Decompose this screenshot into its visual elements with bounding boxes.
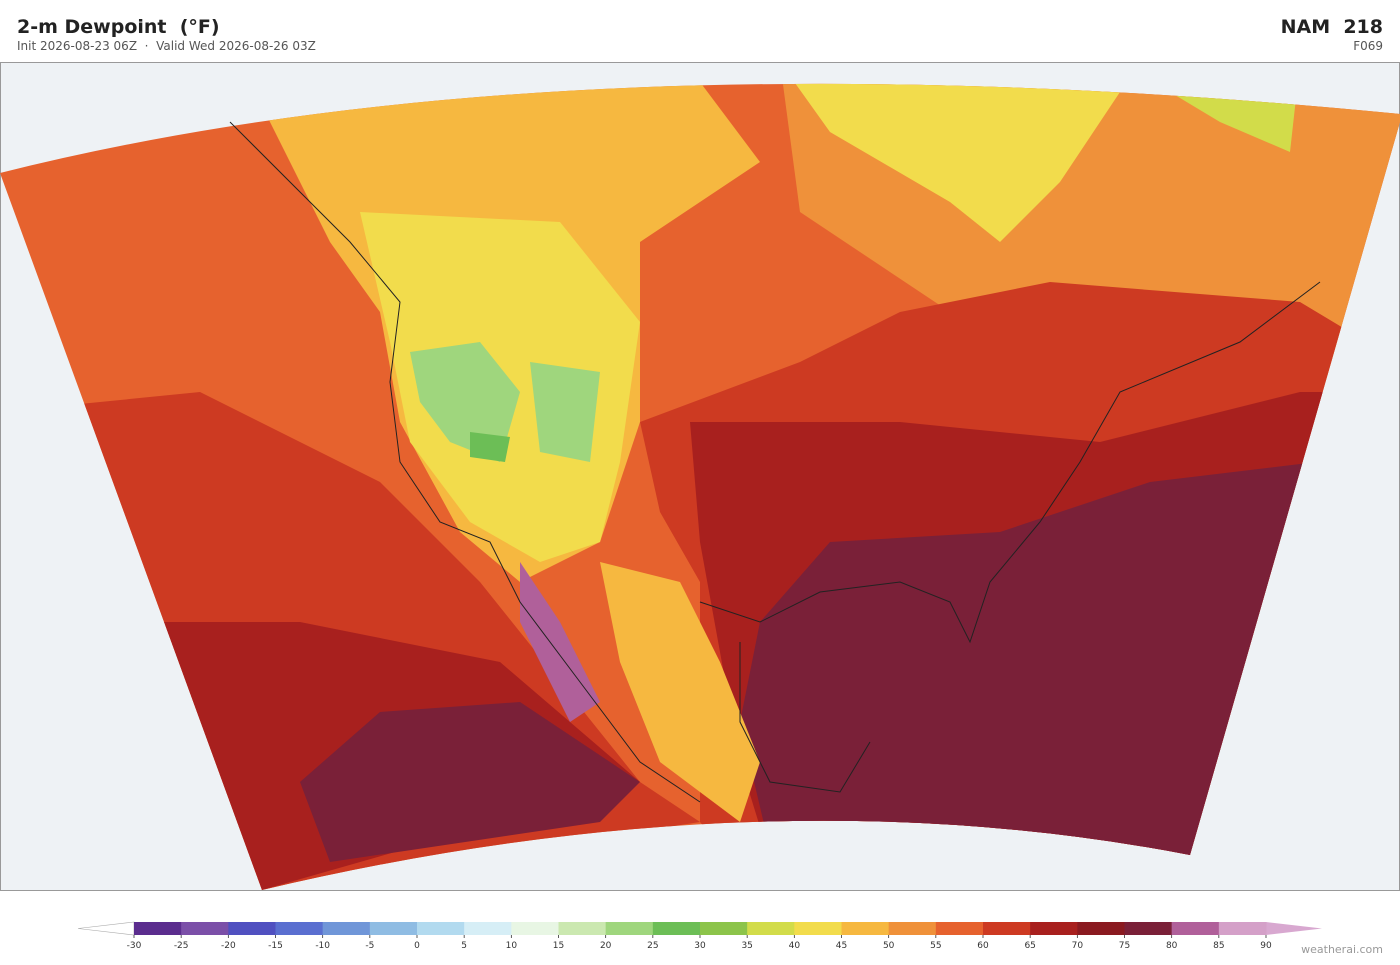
colorbar-tick-label: 85 [1213,941,1224,951]
colorbar-tick-label: -5 [365,941,374,951]
coastlines [229,121,1321,803]
colorbar-bin [605,922,654,935]
colorbar-tick-label: 50 [883,941,895,951]
colorbar-tick-label: 0 [414,941,420,951]
colorbar-bin [888,922,937,935]
colorbar-bin [1030,922,1078,935]
colorbar-bin [558,922,607,935]
map [0,62,1400,891]
colorbar-tick-label: -15 [268,941,283,951]
colorbar-bin [134,922,182,935]
colorbar-tick-label: 70 [1072,941,1084,951]
colorbar-tick-label: -30 [127,941,142,951]
colorbar-over [1266,922,1322,935]
colorbar-bin [794,922,842,935]
colorbar-bin [1077,922,1125,935]
colorbar-bin [1171,922,1220,935]
colorbar-bin [464,922,512,935]
colorbar-tick-label: 25 [647,941,658,951]
colorbar-bin [841,922,890,935]
dewpoint-field [0,83,1400,890]
colorbar-bin [228,922,276,935]
colorbar-bin [1124,922,1173,935]
colorbar-tick-label: 65 [1024,941,1035,951]
colorbar-tick-label: 60 [977,941,989,951]
colorbar-tick-label: 90 [1260,941,1272,951]
colorbar: -30 -25 -20 -15 -10 -5 0 5 10 15 20 25 30 35 40 45 50 55 6… [77,921,1322,951]
subtitle: Init 2026-08-23 06Z · Valid Wed 2026-08-… [17,39,316,53]
colorbar-tick-label: 55 [930,941,941,951]
credit: weatherai.com [1301,943,1383,956]
colorbar-bin [369,922,418,935]
colorbar-bin [747,922,795,935]
colorbar-bin [935,922,984,935]
colorbar-bin [652,922,701,935]
colorbar-tick-label: -20 [221,941,236,951]
colorbar-tick-label: 20 [600,941,612,951]
colorbar-bin [511,922,559,935]
colorbar-tick-label: 30 [694,941,706,951]
title: 2-m Dewpoint (°F) [17,16,220,38]
colorbar-bin [322,922,371,935]
colorbar-tick-label: 75 [1119,941,1130,951]
colorbar-tick-label: 80 [1166,941,1178,951]
colorbar-tick-label: -25 [174,941,189,951]
colorbar-bin [700,922,748,935]
forecast-hour: F069 [1353,39,1383,53]
colorbar-bin [983,922,1031,935]
colorbar-bin [1218,922,1267,935]
colorbar-tick-label: 5 [461,941,467,951]
colorbar-under [77,921,135,936]
colorbar-tick-label: 15 [553,941,564,951]
colorbar-bin [181,922,229,935]
colorbar-bin [275,922,324,935]
colorbar-tick-label: 45 [836,941,847,951]
model: NAM 218 [1280,16,1383,38]
colorbar-tick-label: 35 [741,941,752,951]
colorbar-tick-label: 10 [506,941,518,951]
colorbar-tick-label: -10 [315,941,330,951]
colorbar-tick-label: 40 [789,941,801,951]
colorbar-bin [417,922,465,935]
